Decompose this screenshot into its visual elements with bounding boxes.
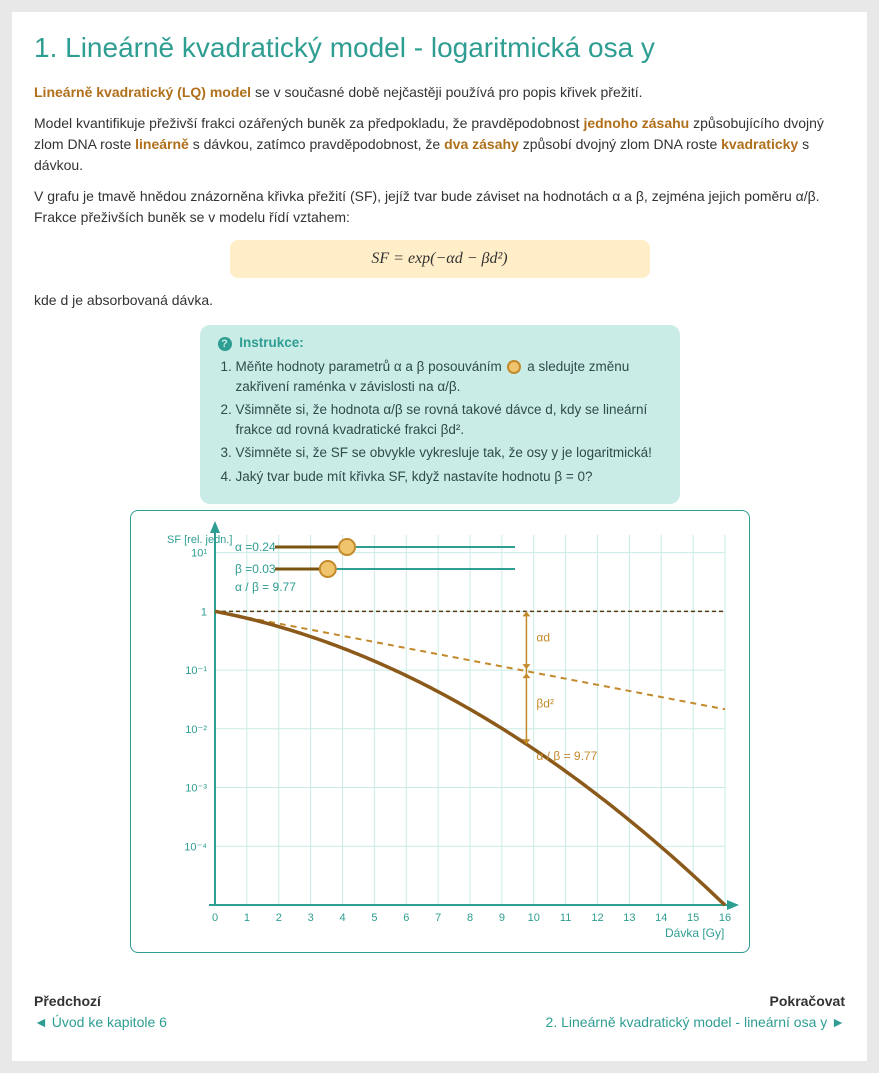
help-icon: ?	[218, 337, 232, 351]
lq-model-term: Lineárně kvadratický (LQ) model	[34, 84, 251, 100]
nav-next-link[interactable]: 2. Lineárně kvadratický model - lineární…	[456, 1013, 845, 1033]
paragraph-2: Model kvantifikuje přeživší frakci ozáře…	[34, 113, 845, 176]
svg-text:5: 5	[371, 912, 377, 924]
svg-text:4: 4	[339, 912, 345, 924]
p2b: jednoho zásahu	[583, 115, 689, 131]
instructions-header: ? Instrukce:	[218, 335, 662, 351]
nav-next-label: Pokračovat	[456, 993, 845, 1009]
svg-text:10¹: 10¹	[191, 548, 207, 560]
svg-text:1: 1	[200, 607, 206, 619]
svg-text:α / β = 9.77: α / β = 9.77	[536, 750, 597, 764]
instruction-item: Jaký tvar bude mít křivka SF, když nasta…	[236, 467, 662, 487]
nav-next: Pokračovat 2. Lineárně kvadratický model…	[456, 993, 845, 1033]
beta-slider-handle[interactable]	[319, 561, 335, 577]
chart-container: 01234567891011121314151610¹110⁻¹10⁻²10⁻³…	[130, 510, 750, 953]
instruction-item: Měňte hodnoty parametrů α a β posouváním…	[236, 357, 662, 396]
svg-text:βd²: βd²	[536, 697, 554, 711]
instruction-item: Všimněte si, že SF se obvykle vykresluje…	[236, 443, 662, 463]
paragraph-1: Lineárně kvadratický (LQ) model se v sou…	[34, 82, 845, 103]
slider-dot-icon	[507, 360, 521, 374]
svg-text:1: 1	[243, 912, 249, 924]
p2a: Model kvantifikuje přeživší frakci ozáře…	[34, 115, 583, 131]
svg-text:9: 9	[498, 912, 504, 924]
svg-text:α / β = 9.77: α / β = 9.77	[235, 580, 296, 594]
svg-text:15: 15	[687, 912, 699, 924]
p2f: dva zásahy	[444, 136, 519, 152]
instruction-item: Všimněte si, že hodnota α/β se rovná tak…	[236, 400, 662, 439]
svg-text:12: 12	[591, 912, 603, 924]
p2e: s dávkou, zatímco pravděpodobnost, že	[189, 136, 444, 152]
svg-text:3: 3	[307, 912, 313, 924]
svg-text:α =0.24: α =0.24	[235, 540, 276, 554]
svg-text:11: 11	[559, 912, 570, 924]
svg-text:αd: αd	[536, 631, 550, 645]
svg-text:Dávka [Gy]: Dávka [Gy]	[665, 926, 724, 940]
alpha-slider-handle[interactable]	[339, 539, 355, 555]
instructions-box: ? Instrukce: Měňte hodnoty parametrů α a…	[200, 325, 680, 504]
p2g: způsobí dvojný zlom DNA roste	[519, 136, 721, 152]
nav-prev-link[interactable]: ◄ Úvod ke kapitole 6	[34, 1013, 423, 1033]
svg-text:6: 6	[403, 912, 409, 924]
svg-text:8: 8	[466, 912, 472, 924]
sf-chart: 01234567891011121314151610¹110⁻¹10⁻²10⁻³…	[135, 515, 745, 945]
nav-prev: Předchozí ◄ Úvod ke kapitole 6	[34, 993, 423, 1033]
svg-text:0: 0	[211, 912, 217, 924]
navigation: Předchozí ◄ Úvod ke kapitole 6 Pokračova…	[34, 993, 845, 1033]
nav-prev-label: Předchozí	[34, 993, 423, 1009]
p1-rest: se v současné době nejčastěji používá pr…	[251, 84, 642, 100]
formula-text: SF = exp(−αd − βd²)	[371, 250, 507, 267]
instructions-list: Měňte hodnoty parametrů α a β posouváním…	[236, 357, 662, 486]
paragraph-4: kde d je absorbovaná dávka.	[34, 290, 845, 311]
page: 1. Lineárně kvadratický model - logaritm…	[12, 12, 867, 1061]
paragraph-3: V grafu je tmavě hnědou znázorněna křivk…	[34, 186, 845, 228]
svg-text:10⁻⁴: 10⁻⁴	[184, 842, 207, 854]
p2h: kvadraticky	[721, 136, 798, 152]
p2d: lineárně	[135, 136, 189, 152]
svg-text:14: 14	[655, 912, 667, 924]
svg-text:16: 16	[718, 912, 730, 924]
svg-text:10⁻¹: 10⁻¹	[185, 665, 207, 677]
svg-text:7: 7	[435, 912, 441, 924]
svg-text:β =0.03: β =0.03	[235, 562, 276, 576]
svg-text:10: 10	[527, 912, 539, 924]
svg-text:SF [rel. jedn.]: SF [rel. jedn.]	[167, 534, 232, 546]
instr1a: Měňte hodnoty parametrů α a β posouváním	[236, 359, 506, 374]
page-title: 1. Lineárně kvadratický model - logaritm…	[34, 32, 845, 64]
svg-text:2: 2	[275, 912, 281, 924]
svg-text:10⁻³: 10⁻³	[185, 783, 207, 795]
svg-text:13: 13	[623, 912, 635, 924]
instructions-title: Instrukce:	[239, 335, 304, 350]
svg-text:10⁻²: 10⁻²	[185, 724, 207, 736]
formula-box: SF = exp(−αd − βd²)	[230, 240, 650, 278]
